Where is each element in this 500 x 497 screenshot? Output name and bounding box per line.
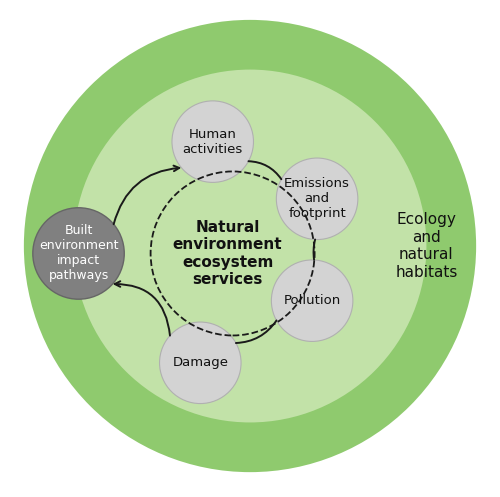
Circle shape	[24, 20, 476, 472]
Circle shape	[276, 158, 358, 240]
Text: Built
environment
impact
pathways: Built environment impact pathways	[39, 225, 118, 282]
Text: Pollution: Pollution	[284, 294, 341, 307]
Text: Natural
environment
ecosystem
services: Natural environment ecosystem services	[173, 220, 282, 287]
Circle shape	[74, 70, 426, 422]
Text: Emissions
and
footprint: Emissions and footprint	[284, 177, 350, 220]
Circle shape	[160, 322, 241, 404]
Text: Human
activities: Human activities	[182, 128, 243, 156]
Text: Damage: Damage	[172, 356, 229, 369]
Text: Ecology
and
natural
habitats: Ecology and natural habitats	[395, 212, 458, 280]
Circle shape	[33, 208, 124, 299]
Circle shape	[272, 260, 353, 341]
Circle shape	[172, 101, 254, 182]
